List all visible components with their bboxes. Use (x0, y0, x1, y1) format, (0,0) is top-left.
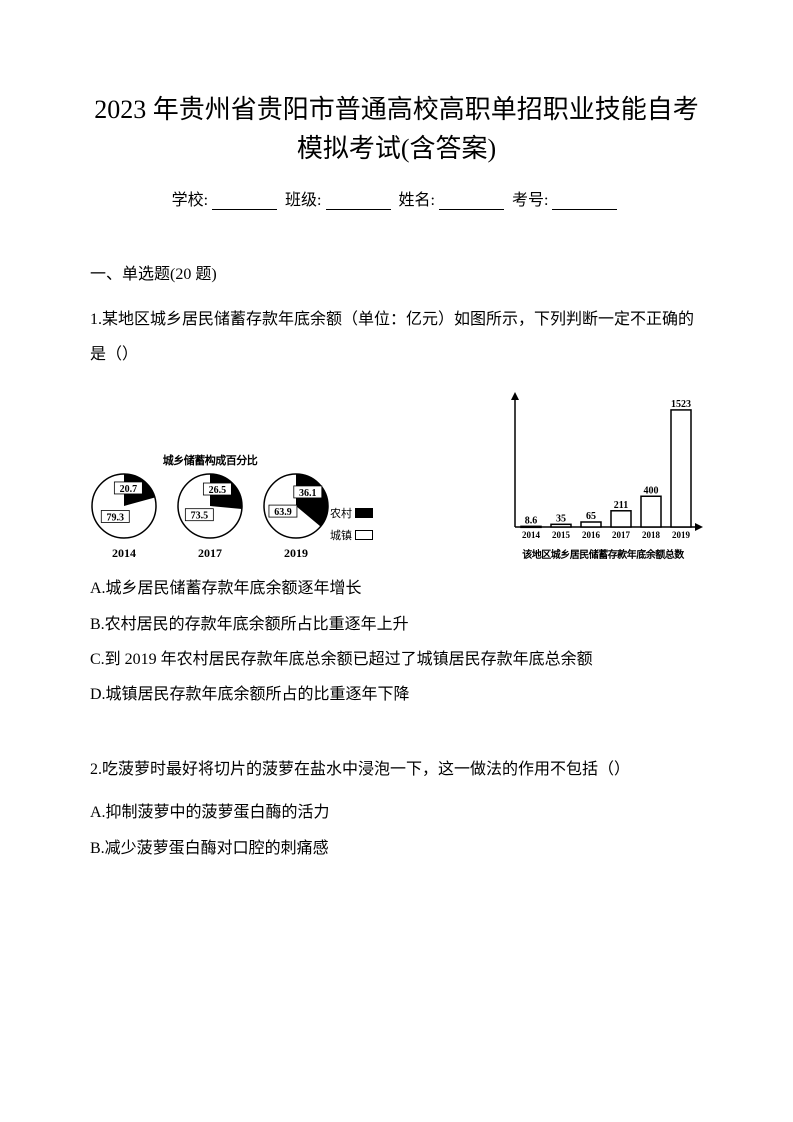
bar-caption: 该地区城乡居民储蓄存款年底余额总数 (522, 546, 684, 561)
pie-group-title: 城乡储蓄构成百分比 (163, 452, 258, 468)
examno-blank[interactable] (552, 192, 617, 210)
bar-chart: 8.6 2014 35 2015 65 2016 211 2017 400 2018 1523 201… (503, 392, 703, 561)
pie-2017: 26.5 73.5 2017 (176, 472, 244, 561)
q2-option-b: B.减少菠萝蛋白酶对口腔的刺痛感 (90, 831, 703, 866)
svg-text:79.3: 79.3 (107, 513, 125, 524)
svg-text:400: 400 (644, 486, 659, 497)
name-label: 姓名: (399, 192, 435, 209)
legend-urban-swatch (355, 530, 373, 540)
svg-text:35: 35 (556, 514, 566, 525)
svg-text:2019: 2019 (672, 530, 691, 540)
pie-year-label: 2019 (284, 546, 308, 561)
q1-option-c: C.到 2019 年农村居民存款年底总余额已超过了城镇居民存款年底总余额 (90, 642, 703, 677)
svg-text:26.5: 26.5 (209, 485, 227, 496)
svg-text:36.1: 36.1 (299, 488, 317, 499)
q1-options: A.城乡居民储蓄存款年底余额逐年增长 B.农村居民的存款年底余额所占比重逐年上升… (90, 571, 703, 712)
svg-text:20.7: 20.7 (120, 484, 138, 495)
q2-option-a: A.抑制菠萝中的菠萝蛋白酶的活力 (90, 795, 703, 830)
svg-text:2014: 2014 (522, 530, 541, 540)
q2-options: A.抑制菠萝中的菠萝蛋白酶的活力 B.减少菠萝蛋白酶对口腔的刺痛感 (90, 795, 703, 865)
class-blank[interactable] (326, 192, 391, 210)
pie-2014: 20.7 79.3 2014 (90, 472, 158, 561)
legend-rural: 农村 (330, 505, 373, 521)
svg-text:65: 65 (586, 511, 596, 522)
examno-label: 考号: (512, 192, 548, 209)
school-blank[interactable] (212, 192, 277, 210)
svg-text:2015: 2015 (552, 530, 571, 540)
q1-option-d: D.城镇居民存款年底余额所占的比重逐年下降 (90, 677, 703, 712)
pie-group: 城乡储蓄构成百分比 20.7 79.3 2014 26.5 73.5 2017 36.1 63… (90, 452, 330, 561)
q1-stem: 1.某地区城乡居民储蓄存款年底余额（单位：亿元）如图所示，下列判断一定不正确的是… (90, 302, 703, 372)
svg-text:73.5: 73.5 (191, 511, 209, 522)
page-title: 2023 年贵州省贵阳市普通高校高职单招职业技能自考模拟考试(含答案) (90, 90, 703, 168)
q1-option-b: B.农村居民的存款年底余额所占比重逐年上升 (90, 607, 703, 642)
svg-text:1523: 1523 (671, 399, 691, 410)
legend-urban-label: 城镇 (330, 527, 352, 543)
student-info-line: 学校: 班级: 姓名: 考号: (90, 186, 703, 210)
name-blank[interactable] (439, 192, 504, 210)
legend-rural-label: 农村 (330, 505, 352, 521)
svg-text:2017: 2017 (612, 530, 631, 540)
legend-urban: 城镇 (330, 527, 373, 543)
legend-rural-swatch (355, 508, 373, 518)
svg-text:2016: 2016 (582, 530, 601, 540)
bar-chart-svg: 8.6 2014 35 2015 65 2016 211 2017 400 2018 1523 201… (503, 392, 703, 542)
svg-text:8.6: 8.6 (525, 516, 538, 527)
pie-legend: 农村 城镇 (330, 505, 373, 543)
svg-text:63.9: 63.9 (274, 507, 292, 518)
pie-year-label: 2014 (112, 546, 136, 561)
class-label: 班级: (285, 192, 321, 209)
school-label: 学校: (172, 192, 208, 209)
pie-2019: 36.1 63.9 2019 (262, 472, 330, 561)
q1-charts: 城乡储蓄构成百分比 20.7 79.3 2014 26.5 73.5 2017 36.1 63… (90, 392, 703, 561)
pie-year-label: 2017 (198, 546, 222, 561)
svg-text:2018: 2018 (642, 530, 661, 540)
q1-option-a: A.城乡居民储蓄存款年底余额逐年增长 (90, 571, 703, 606)
svg-text:211: 211 (614, 500, 628, 511)
section-header: 一、单选题(20 题) (90, 260, 703, 284)
q2-stem: 2.吃菠萝时最好将切片的菠萝在盐水中浸泡一下，这一做法的作用不包括（） (90, 752, 703, 787)
